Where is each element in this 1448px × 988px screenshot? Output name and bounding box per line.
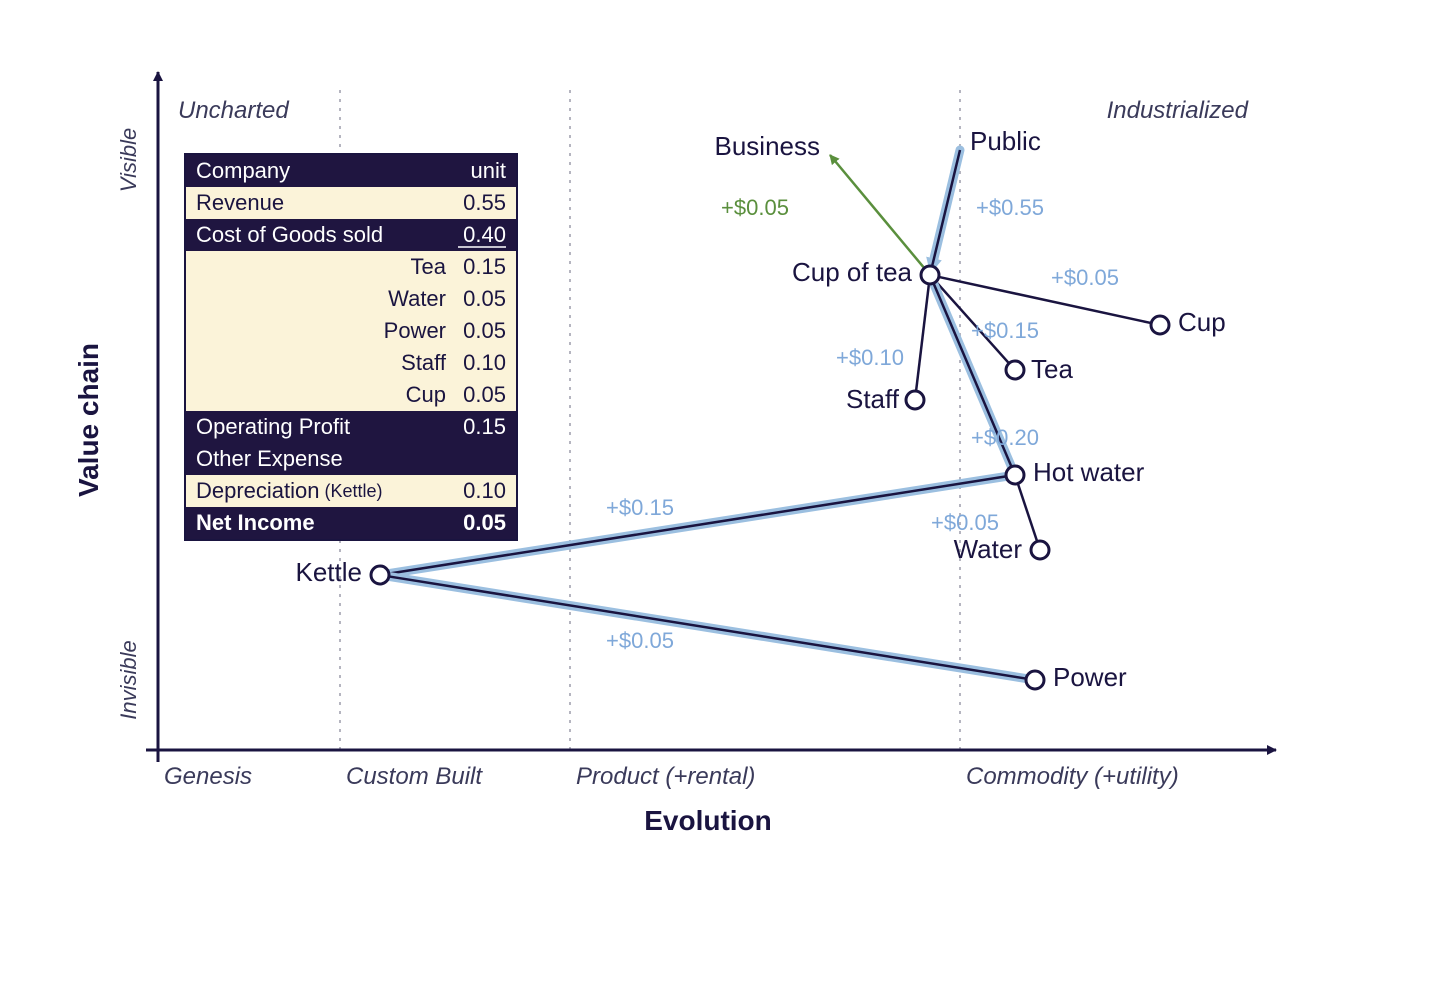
node-label-staff: Staff [846, 384, 900, 414]
stage-label: Commodity (+utility) [966, 763, 1179, 790]
table-row-label: Company [196, 158, 290, 183]
table-row-label: Operating Profit [196, 414, 350, 439]
node-staff [906, 391, 924, 409]
table-row-value: 0.15 [463, 254, 506, 279]
table-row-value: 0.05 [463, 318, 506, 343]
edge-value: +$0.05 [721, 195, 789, 220]
node-hotwater [1006, 466, 1024, 484]
node-label-cupoftea: Cup of tea [792, 257, 913, 287]
node-water [1031, 541, 1049, 559]
node-label-business: Business [715, 131, 821, 161]
table-row-label: Tea [411, 254, 447, 279]
x-axis-title: Evolution [644, 805, 772, 836]
table-row-value: 0.10 [463, 478, 506, 503]
edge-value: +$0.05 [1051, 265, 1119, 290]
table-row-value: 0.10 [463, 350, 506, 375]
edge [1018, 484, 1037, 542]
edge [932, 150, 960, 266]
table-row-value: 0.05 [463, 382, 506, 407]
stage-label: Genesis [164, 763, 252, 790]
edge [916, 284, 929, 391]
table-row-label: Cost of Goods sold [196, 222, 383, 247]
edge [939, 277, 1151, 323]
table-row-label: Net Income [196, 510, 315, 535]
node-label-cup: Cup [1178, 307, 1226, 337]
table-row-value: 0.55 [463, 190, 506, 215]
y-sublabel-visible: Visible [116, 128, 141, 192]
corner-industrialized: Industrialized [1107, 97, 1249, 124]
y-sublabel-invisible: Invisible [116, 640, 141, 719]
table-row-value: unit [471, 158, 506, 183]
stage-label: Custom Built [346, 763, 483, 790]
table-row-label: Other Expense [196, 446, 343, 471]
edge [830, 155, 924, 268]
node-tea [1006, 361, 1024, 379]
edge-value: +$0.15 [606, 495, 674, 520]
node-label-water: Water [954, 534, 1023, 564]
node-power [1026, 671, 1044, 689]
edge-value: +$0.55 [976, 195, 1044, 220]
table-row-label: Revenue [196, 190, 284, 215]
table-row-value: 0.40 [463, 222, 506, 247]
edge-value: +$0.15 [971, 318, 1039, 343]
node-cupoftea [921, 266, 939, 284]
node-label-kettle: Kettle [296, 557, 363, 587]
edge [389, 576, 1026, 678]
node-label-public: Public [970, 126, 1041, 156]
node-label-hotwater: Hot water [1033, 457, 1145, 487]
edge-value: +$0.05 [606, 628, 674, 653]
y-axis-title: Value chain [73, 343, 104, 497]
table-row-value: 0.05 [463, 286, 506, 311]
node-label-power: Power [1053, 662, 1127, 692]
node-kettle [371, 566, 389, 584]
table-row-value: 0.05 [463, 510, 506, 535]
table-row-label: Cup [406, 382, 446, 407]
corner-uncharted: Uncharted [178, 97, 289, 124]
node-cup [1151, 316, 1169, 334]
stage-label: Product (+rental) [576, 763, 755, 790]
node-label-tea: Tea [1031, 354, 1073, 384]
edge-value: +$0.10 [836, 345, 904, 370]
table-row-label: Staff [401, 350, 447, 375]
table-row-value: 0.15 [463, 414, 506, 439]
edge-value: +$0.20 [971, 425, 1039, 450]
pnl-table: Company unit Revenue 0.55 Cost of Goods sold… [185, 154, 517, 540]
table-row-label: Power [384, 318, 446, 343]
table-row-label: Water [388, 286, 446, 311]
edge-value: +$0.05 [931, 510, 999, 535]
table-row-label: Depreciation (Kettle) [196, 478, 383, 503]
